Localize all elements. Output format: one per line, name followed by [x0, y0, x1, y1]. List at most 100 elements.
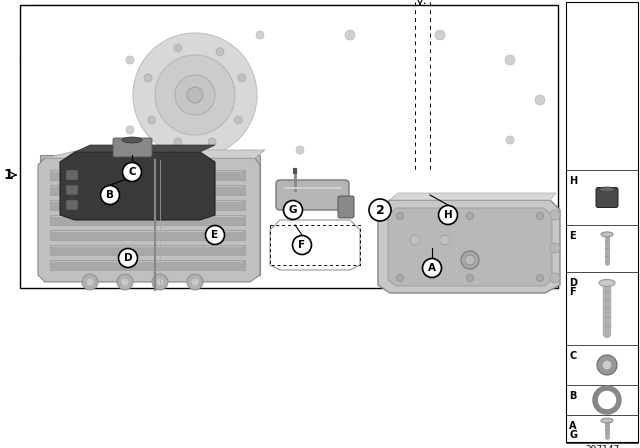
Circle shape — [505, 55, 515, 65]
Circle shape — [187, 274, 203, 290]
Polygon shape — [378, 200, 560, 293]
Circle shape — [550, 210, 560, 220]
FancyBboxPatch shape — [50, 215, 245, 225]
Text: C: C — [569, 351, 576, 361]
Polygon shape — [20, 5, 555, 175]
Text: 297147: 297147 — [585, 445, 619, 448]
Text: D: D — [124, 253, 132, 263]
Circle shape — [144, 74, 152, 82]
Circle shape — [602, 360, 612, 370]
Circle shape — [506, 136, 514, 144]
FancyBboxPatch shape — [338, 196, 354, 218]
Text: •: • — [422, 1, 426, 6]
FancyBboxPatch shape — [40, 155, 260, 275]
Circle shape — [550, 243, 560, 253]
Polygon shape — [388, 208, 552, 286]
Text: F: F — [298, 240, 305, 250]
Circle shape — [126, 126, 134, 134]
Text: H: H — [444, 210, 452, 220]
Text: A: A — [569, 421, 577, 431]
Polygon shape — [75, 145, 215, 152]
Polygon shape — [370, 8, 555, 170]
Text: 1: 1 — [3, 168, 13, 182]
Circle shape — [345, 30, 355, 40]
Circle shape — [100, 185, 120, 204]
Text: B: B — [569, 391, 577, 401]
FancyBboxPatch shape — [50, 170, 245, 180]
Circle shape — [238, 74, 246, 82]
Circle shape — [122, 163, 141, 181]
Circle shape — [284, 201, 303, 220]
Text: E: E — [569, 231, 575, 241]
Circle shape — [234, 116, 243, 124]
Circle shape — [118, 249, 138, 267]
Text: G: G — [569, 430, 577, 440]
Circle shape — [121, 278, 129, 286]
FancyBboxPatch shape — [66, 200, 78, 210]
Circle shape — [117, 274, 133, 290]
Ellipse shape — [601, 418, 613, 423]
Text: B: B — [106, 190, 114, 200]
Circle shape — [187, 87, 203, 103]
Ellipse shape — [122, 137, 142, 143]
Circle shape — [126, 56, 134, 64]
Polygon shape — [390, 193, 556, 200]
Bar — [566, 2, 638, 442]
Circle shape — [536, 212, 543, 220]
FancyBboxPatch shape — [50, 245, 245, 255]
Bar — [20, 5, 558, 288]
Circle shape — [205, 225, 225, 245]
Circle shape — [422, 258, 442, 277]
Circle shape — [174, 44, 182, 52]
Circle shape — [296, 146, 304, 154]
Circle shape — [369, 199, 391, 221]
Circle shape — [535, 95, 545, 105]
Circle shape — [440, 235, 450, 245]
Circle shape — [197, 147, 203, 153]
FancyBboxPatch shape — [113, 138, 152, 157]
Circle shape — [435, 30, 445, 40]
Circle shape — [397, 212, 403, 220]
Circle shape — [597, 355, 617, 375]
Text: A: A — [428, 263, 436, 273]
Text: D: D — [569, 278, 577, 288]
Circle shape — [155, 55, 235, 135]
Circle shape — [82, 274, 98, 290]
Text: 2: 2 — [376, 203, 385, 216]
Circle shape — [465, 255, 475, 265]
FancyBboxPatch shape — [276, 180, 349, 210]
FancyBboxPatch shape — [50, 200, 245, 210]
Circle shape — [148, 116, 156, 124]
FancyBboxPatch shape — [66, 185, 78, 195]
Circle shape — [156, 278, 164, 286]
Polygon shape — [38, 158, 260, 282]
FancyBboxPatch shape — [50, 260, 245, 270]
Ellipse shape — [601, 232, 613, 237]
Circle shape — [208, 138, 216, 146]
Text: C: C — [128, 167, 136, 177]
Circle shape — [397, 275, 403, 281]
Circle shape — [292, 236, 312, 254]
Circle shape — [550, 273, 560, 283]
FancyBboxPatch shape — [50, 230, 245, 240]
FancyBboxPatch shape — [50, 185, 245, 195]
Circle shape — [191, 278, 199, 286]
Circle shape — [438, 206, 458, 224]
Circle shape — [216, 47, 224, 56]
Circle shape — [461, 251, 479, 269]
Circle shape — [152, 274, 168, 290]
Text: F: F — [569, 287, 575, 297]
Circle shape — [256, 31, 264, 39]
Text: H: H — [569, 176, 577, 186]
Ellipse shape — [599, 280, 615, 286]
Text: E: E — [211, 230, 219, 240]
Ellipse shape — [599, 187, 615, 192]
Circle shape — [174, 138, 182, 146]
Polygon shape — [60, 152, 215, 220]
Polygon shape — [45, 150, 265, 158]
Circle shape — [467, 212, 474, 220]
Circle shape — [410, 235, 420, 245]
FancyBboxPatch shape — [66, 170, 78, 180]
Circle shape — [133, 33, 257, 157]
Text: G: G — [289, 205, 297, 215]
